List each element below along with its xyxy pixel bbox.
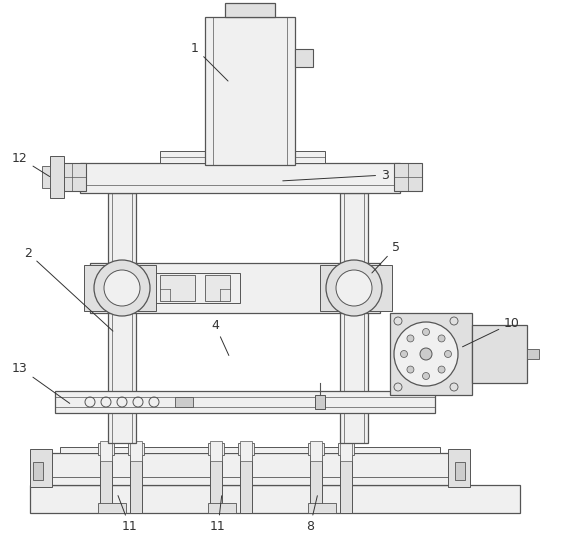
Bar <box>130 453 142 513</box>
Circle shape <box>326 260 382 316</box>
Bar <box>472 325 527 383</box>
Circle shape <box>445 350 451 357</box>
Circle shape <box>407 366 414 373</box>
Text: 13: 13 <box>12 362 70 403</box>
Text: 5: 5 <box>372 241 400 273</box>
Circle shape <box>94 260 150 316</box>
Circle shape <box>336 270 372 306</box>
Bar <box>58 163 86 191</box>
Circle shape <box>438 335 445 342</box>
Text: 4: 4 <box>211 319 229 356</box>
Bar <box>98 503 126 513</box>
Bar <box>150 273 240 303</box>
Bar <box>60 447 440 453</box>
Text: 8: 8 <box>306 496 318 534</box>
Bar <box>240 453 252 513</box>
Bar <box>108 193 136 443</box>
Bar <box>136 265 156 311</box>
Bar <box>340 453 352 513</box>
Bar <box>205 275 230 301</box>
Bar <box>208 503 236 513</box>
Bar <box>527 349 539 359</box>
Circle shape <box>104 270 140 306</box>
Bar <box>98 443 114 455</box>
Bar <box>394 163 422 191</box>
Bar <box>368 265 392 311</box>
Bar <box>310 453 322 513</box>
Bar <box>390 313 472 395</box>
Bar <box>315 395 325 409</box>
Bar <box>320 265 340 311</box>
Bar <box>128 443 144 455</box>
Bar <box>225 3 275 17</box>
Bar <box>30 449 52 487</box>
Bar <box>160 151 325 163</box>
Bar <box>205 17 295 165</box>
Circle shape <box>400 350 408 357</box>
Bar <box>240 441 252 461</box>
Bar <box>448 449 470 487</box>
Circle shape <box>394 322 458 386</box>
Circle shape <box>422 329 429 336</box>
Bar <box>175 397 193 407</box>
Text: 11: 11 <box>118 496 138 534</box>
Bar <box>80 163 400 193</box>
Bar <box>295 49 313 67</box>
Bar <box>33 462 43 480</box>
Bar <box>50 453 450 485</box>
Bar <box>42 166 50 188</box>
Bar <box>310 441 322 461</box>
Bar <box>84 265 108 311</box>
Bar <box>55 391 435 413</box>
Bar <box>210 441 222 461</box>
Bar <box>338 443 354 455</box>
Circle shape <box>420 348 432 360</box>
Text: 3: 3 <box>283 168 389 181</box>
Bar <box>340 441 352 461</box>
Bar <box>210 453 222 513</box>
Bar <box>455 462 465 480</box>
Bar <box>130 441 142 461</box>
Bar <box>100 441 112 461</box>
Text: 12: 12 <box>12 151 50 176</box>
Bar <box>308 443 324 455</box>
Text: 1: 1 <box>191 41 228 81</box>
Circle shape <box>422 372 429 380</box>
Bar <box>208 443 224 455</box>
Text: 10: 10 <box>463 317 520 347</box>
Bar <box>340 193 368 443</box>
Circle shape <box>438 366 445 373</box>
Bar <box>30 485 520 513</box>
Text: 11: 11 <box>210 496 226 534</box>
Bar <box>50 156 64 198</box>
Bar <box>160 275 195 301</box>
Bar <box>90 263 380 313</box>
Circle shape <box>407 335 414 342</box>
Text: 2: 2 <box>24 247 113 331</box>
Bar <box>308 503 336 513</box>
Bar <box>100 453 112 513</box>
Bar <box>238 443 254 455</box>
